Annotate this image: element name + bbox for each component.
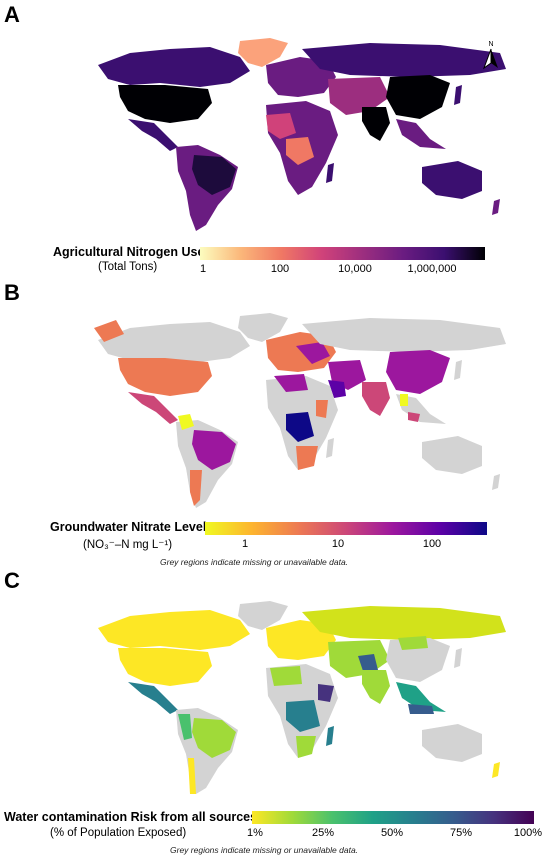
map-b-groundwater-nitrate: [94, 313, 506, 508]
region-russia: [302, 318, 506, 352]
region-north-america-north: [98, 47, 250, 87]
legend-c-subtitle: (% of Population Exposed): [50, 827, 187, 839]
region-argentina: [190, 470, 202, 506]
legend-b-tick: 10: [331, 538, 345, 550]
region-russia: [302, 606, 506, 640]
compass-label: N: [488, 41, 493, 48]
region-usa: [118, 648, 212, 686]
region-greenland: [238, 38, 288, 67]
region-japan: [454, 85, 462, 105]
legend-c-tick: 50%: [380, 827, 404, 839]
region-thailand: [400, 394, 408, 406]
legend-a-title: Agricultural Nitrogen Use: [53, 245, 205, 259]
region-mexico: [128, 682, 178, 714]
region-brazil: [192, 155, 236, 195]
region-usa: [118, 358, 212, 396]
legend-c-tick: 75%: [449, 827, 473, 839]
region-japan: [454, 648, 462, 668]
region-mexico: [128, 119, 178, 151]
region-sahara: [270, 666, 302, 686]
legend-c-tick: 100%: [513, 827, 543, 839]
legend-a-tick: 10,000: [338, 263, 372, 275]
region-se-asia: [396, 119, 446, 149]
region-new-zealand: [492, 762, 500, 778]
region-north-america-north: [98, 610, 250, 650]
legend-c-missing-data-note: Grey regions indicate missing or unavail…: [170, 845, 359, 855]
region-india: [362, 382, 390, 416]
legend-c-colorbar: [252, 811, 534, 824]
region-central-africa: [286, 412, 314, 442]
panel-c-letter: C: [4, 568, 20, 593]
region-india: [362, 670, 390, 704]
region-central-africa: [286, 137, 314, 165]
region-china: [386, 75, 450, 119]
region-greenland: [238, 601, 288, 630]
region-brazil: [192, 430, 236, 470]
region-malaysia: [408, 412, 420, 422]
region-japan: [454, 360, 462, 380]
region-indonesia: [408, 704, 434, 714]
region-mexico: [128, 392, 178, 424]
region-se-asia: [396, 394, 446, 424]
region-chile: [188, 758, 196, 794]
region-southern-africa: [296, 446, 318, 470]
legend-b-colorbar: [205, 522, 487, 535]
region-east-africa: [316, 400, 328, 418]
panel-a-letter: A: [4, 2, 20, 27]
region-west-africa: [266, 113, 296, 139]
region-madagascar: [326, 726, 334, 746]
region-alaska: [94, 320, 124, 342]
legend-b-subtitle: (NO₃⁻–N mg L⁻¹): [83, 539, 173, 551]
legend-a-subtitle: (Total Tons): [98, 261, 158, 273]
region-usa: [118, 85, 212, 123]
legend-b-missing-data-note: Grey regions indicate missing or unavail…: [160, 557, 349, 567]
legend-c-title: Water contamination Risk from all source…: [4, 810, 258, 824]
region-se-asia: [396, 682, 446, 712]
region-australia: [422, 724, 482, 762]
region-greenland: [238, 313, 288, 342]
legend-b-tick: 1: [241, 538, 249, 550]
region-central-asia: [328, 77, 390, 115]
legend-a-tick: 1: [199, 263, 207, 275]
region-australia: [422, 161, 482, 199]
map-a-nitrogen-use: [98, 38, 506, 231]
region-andes: [178, 714, 192, 740]
region-canada: [98, 322, 250, 362]
legend-b-tick: 100: [422, 538, 442, 550]
region-australia: [422, 436, 482, 474]
region-russia: [302, 43, 506, 77]
region-southern-africa: [296, 736, 316, 758]
region-central-africa: [286, 700, 320, 732]
panel-b-letter: B: [4, 280, 20, 305]
legend-a-tick: 1,000,000: [407, 263, 457, 275]
region-mongolia: [398, 636, 428, 650]
region-eastern-europe: [296, 342, 330, 364]
region-north-africa: [274, 374, 308, 392]
region-brazil: [192, 718, 236, 758]
region-afghanistan: [358, 654, 378, 674]
region-india: [362, 107, 390, 141]
legend-a-colorbar: [200, 247, 485, 260]
legend-c-tick: 25%: [311, 827, 335, 839]
map-c-contamination-risk: [98, 601, 506, 794]
legend-b-title: Groundwater Nitrate Level: [50, 520, 207, 534]
legend-a-tick: 100: [270, 263, 290, 275]
north-arrow-icon: N: [480, 38, 502, 77]
region-china: [386, 350, 450, 394]
region-new-zealand: [492, 199, 500, 215]
region-madagascar: [326, 163, 334, 183]
region-colombia: [178, 414, 194, 430]
region-new-zealand: [492, 474, 500, 490]
region-horn-of-africa: [318, 684, 334, 702]
region-madagascar: [326, 438, 334, 458]
legend-c-tick: 1%: [247, 827, 263, 839]
